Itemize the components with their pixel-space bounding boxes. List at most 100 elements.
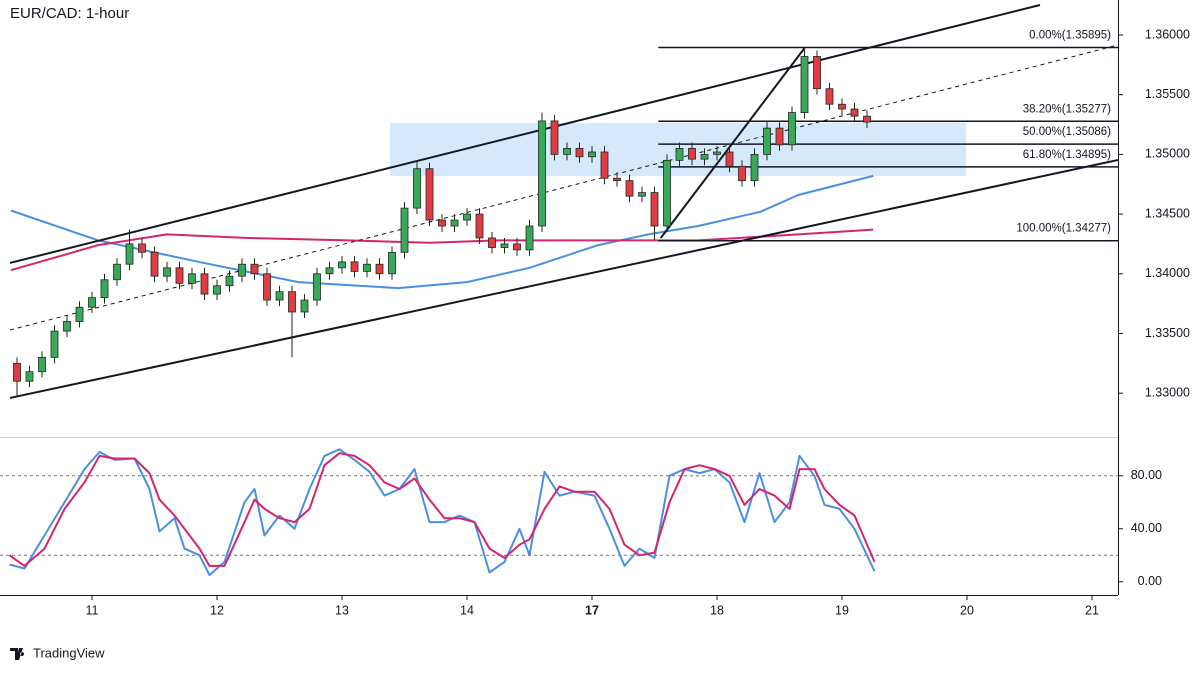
- candle-body: [388, 251, 396, 275]
- candle-body: [38, 356, 46, 373]
- x-tick-label: 13: [335, 603, 349, 617]
- candle-body: [75, 306, 84, 322]
- candle-body: [200, 273, 209, 295]
- y-tick-label: 1.33000: [1145, 385, 1190, 399]
- candle-body: [763, 127, 771, 155]
- candle-body: [475, 213, 484, 239]
- candle-body: [613, 177, 621, 182]
- candle-body: [150, 251, 159, 277]
- candle-body: [750, 153, 759, 182]
- candle-body: [838, 103, 846, 110]
- candle-body: [663, 159, 671, 227]
- fib-label: 0.00%(1.35895): [1029, 30, 1111, 42]
- candle-body: [50, 330, 59, 358]
- y-tick-label: 1.35000: [1145, 147, 1190, 161]
- brand-logo: [10, 648, 25, 660]
- candle-body: [588, 151, 596, 158]
- osc-tick-label: 40.00: [1131, 521, 1162, 535]
- moving-average: [10, 228, 874, 272]
- candle-body: [825, 88, 834, 105]
- candle-body: [563, 148, 571, 155]
- candle-body: [550, 120, 559, 155]
- candle-body: [575, 148, 584, 158]
- candle-body: [125, 243, 134, 265]
- candle-body: [250, 263, 259, 275]
- candle-body: [213, 285, 221, 295]
- x-tick-label: 14: [460, 603, 474, 617]
- trendline: [9, 4, 1041, 264]
- fib-label: 100.00%(1.34277): [1016, 223, 1111, 235]
- candle-body: [350, 261, 359, 272]
- x-tick-label: 21: [1085, 603, 1099, 617]
- candle-body: [375, 263, 384, 275]
- candle-body: [863, 115, 871, 123]
- trendline: [659, 47, 806, 239]
- axes: 1.33000 1.33500 1.34000 1.34500 1.35000 1.355…: [86, 27, 1191, 617]
- fib-label: 50.00%(1.35086): [1023, 126, 1111, 138]
- y-tick-label: 1.34000: [1145, 266, 1190, 280]
- moving-average: [10, 174, 874, 290]
- candle-body: [538, 120, 546, 227]
- candle-body: [450, 219, 459, 227]
- price-panel: 0.00%(1.35895) 38.20%(1.35277) 50.00%(1.35…: [9, 4, 1118, 399]
- x-tick-label: 11: [86, 603, 99, 617]
- candle-body: [513, 243, 521, 251]
- chart-title: EUR/CAD: 1-hour: [10, 5, 129, 22]
- x-tick-label: 12: [210, 603, 224, 617]
- candle-body: [725, 151, 734, 167]
- candle-body: [313, 273, 321, 301]
- candle-body: [675, 148, 684, 161]
- candle-body: [288, 291, 296, 313]
- oscillator-panel: [0, 448, 1118, 577]
- candle-body: [238, 263, 246, 277]
- candle-body: [688, 148, 696, 160]
- fib-label: 61.80%(1.34895): [1023, 149, 1111, 161]
- candle-body: [363, 263, 371, 272]
- candle-body: [263, 273, 271, 301]
- candle-body: [175, 267, 184, 284]
- brand-name: TradingView: [33, 645, 105, 660]
- candle-body: [63, 321, 71, 332]
- candle-body: [138, 243, 146, 253]
- x-tick-label: 19: [835, 603, 849, 617]
- candle-body: [650, 192, 659, 227]
- fib-label: 38.20%(1.35277): [1023, 103, 1111, 115]
- candle-body: [700, 153, 709, 160]
- candle-body: [113, 263, 121, 281]
- x-tick-label: 20: [960, 603, 974, 617]
- stochastic-line: [9, 448, 876, 577]
- candle-body: [225, 275, 234, 287]
- candle-body: [425, 168, 434, 221]
- candle-body: [13, 362, 21, 382]
- trendline: [9, 44, 1118, 331]
- y-tick-label: 1.36000: [1145, 27, 1190, 41]
- y-tick-label: 1.34500: [1145, 206, 1190, 220]
- osc-tick-label: 80.00: [1131, 468, 1162, 482]
- candle-body: [413, 168, 421, 209]
- trendline: [9, 159, 1118, 399]
- candle-body: [163, 267, 171, 277]
- candle-body: [638, 192, 646, 197]
- candle-body: [775, 127, 784, 146]
- candle-body: [600, 151, 609, 179]
- candle-body: [300, 299, 309, 313]
- candle-body: [850, 108, 859, 117]
- y-tick-label: 1.35500: [1145, 87, 1190, 101]
- candle-body: [325, 267, 334, 275]
- candle-body: [488, 237, 496, 248]
- osc-tick-label: 0.00: [1138, 574, 1162, 588]
- candle-body: [88, 297, 96, 308]
- candle-body: [813, 56, 821, 90]
- candle-body: [713, 151, 721, 155]
- candle-body: [463, 213, 471, 221]
- candle-body: [188, 273, 196, 284]
- candle-body: [625, 180, 634, 197]
- y-tick-label: 1.33500: [1145, 326, 1190, 340]
- candle-body: [338, 261, 346, 269]
- candle-body: [25, 371, 34, 382]
- candle-body: [100, 279, 109, 299]
- x-tick-label: 17: [585, 603, 599, 617]
- candle-body: [788, 112, 796, 146]
